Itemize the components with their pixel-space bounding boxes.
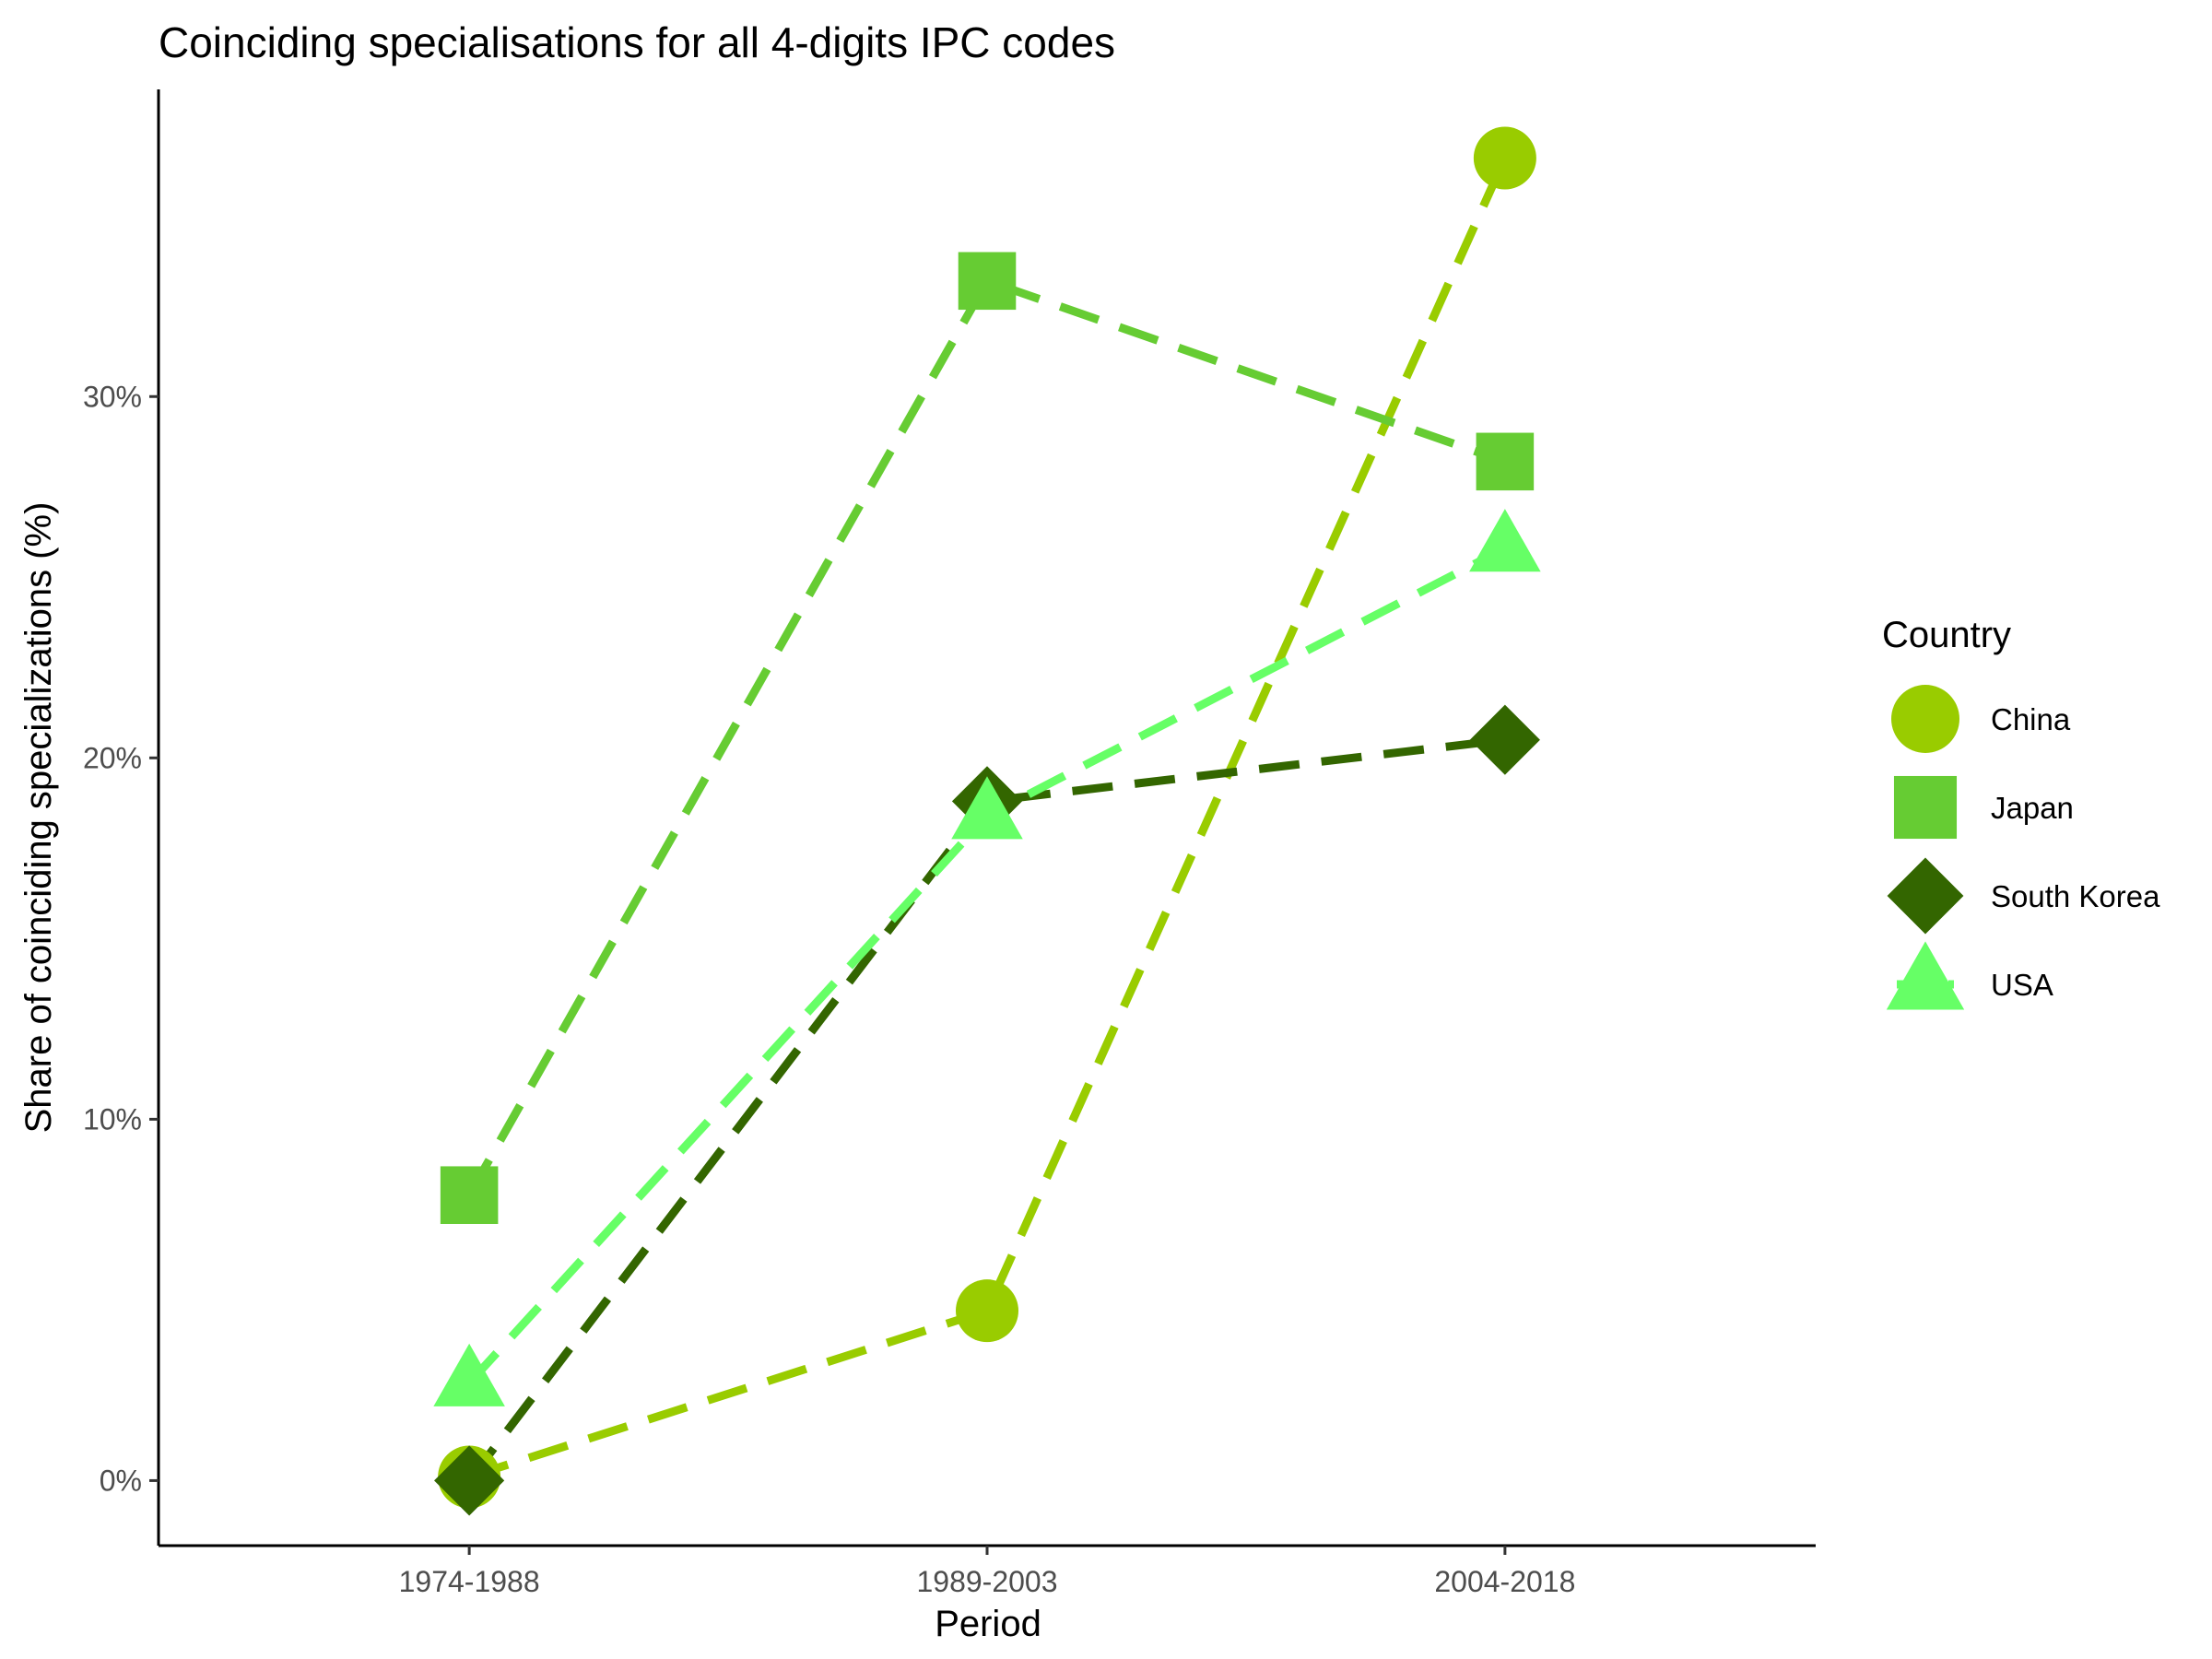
- chart-title: Coinciding specialisations for all 4-dig…: [159, 18, 1115, 66]
- y-tick-label: 10%: [83, 1102, 142, 1135]
- data-point-japan: [1476, 432, 1535, 491]
- data-point-usa: [433, 1343, 505, 1406]
- series-line-china: [467, 156, 1509, 1481]
- series-line-south-korea: [465, 735, 1506, 1484]
- legend-key-usa: [1886, 941, 1965, 1010]
- x-tick-label: 1974-1988: [399, 1565, 540, 1598]
- data-point-south-korea: [434, 1445, 505, 1516]
- series-line-japan: [465, 276, 1507, 1197]
- x-tick-label: 2004-2018: [1434, 1565, 1575, 1598]
- data-point-china: [1473, 126, 1536, 190]
- legend-title: Country: [1882, 615, 2011, 655]
- y-tick-label: 20%: [83, 741, 142, 774]
- legend-key-japan: [1893, 775, 1958, 840]
- legend-label: China: [1991, 702, 2071, 736]
- data-point-usa: [1469, 509, 1541, 572]
- data-point-china: [956, 1279, 1018, 1343]
- x-tick-label: 1989-2003: [916, 1565, 1057, 1598]
- legend-key-china: [1891, 685, 1959, 753]
- legend-item-south-korea: South Korea: [1887, 857, 2160, 935]
- legend-label: South Korea: [1991, 879, 2160, 913]
- data-point-japan: [440, 1166, 499, 1224]
- legend-key-south-korea: [1887, 857, 1964, 935]
- legend-label: USA: [1991, 968, 2053, 1002]
- x-axis-title: Period: [935, 1604, 1041, 1644]
- legend-label: Japan: [1991, 791, 2074, 825]
- legend-item-japan: Japan: [1893, 775, 2074, 840]
- legend: Country China Japan South Korea USA: [1882, 615, 2160, 1010]
- data-point-japan: [958, 252, 1017, 311]
- series-markers: [433, 126, 1541, 1516]
- data-point-south-korea: [1469, 704, 1540, 775]
- y-axis-title: Share of coinciding specializations (%): [18, 502, 59, 1134]
- legend-item-china: China: [1891, 685, 2071, 753]
- legend-item-usa: USA: [1886, 941, 2053, 1010]
- y-tick-label: 30%: [83, 380, 142, 413]
- plot-area: 0% 10% 20% 30% 1974-1988 1989-2003 2004-2018: [83, 89, 1816, 1598]
- series-line-usa: [465, 544, 1507, 1386]
- x-ticks: 1974-1988 1989-2003 2004-2018: [399, 1546, 1575, 1598]
- y-ticks: 0% 10% 20% 30%: [83, 380, 159, 1497]
- data-point-usa: [951, 776, 1023, 840]
- y-tick-label: 0%: [100, 1464, 142, 1497]
